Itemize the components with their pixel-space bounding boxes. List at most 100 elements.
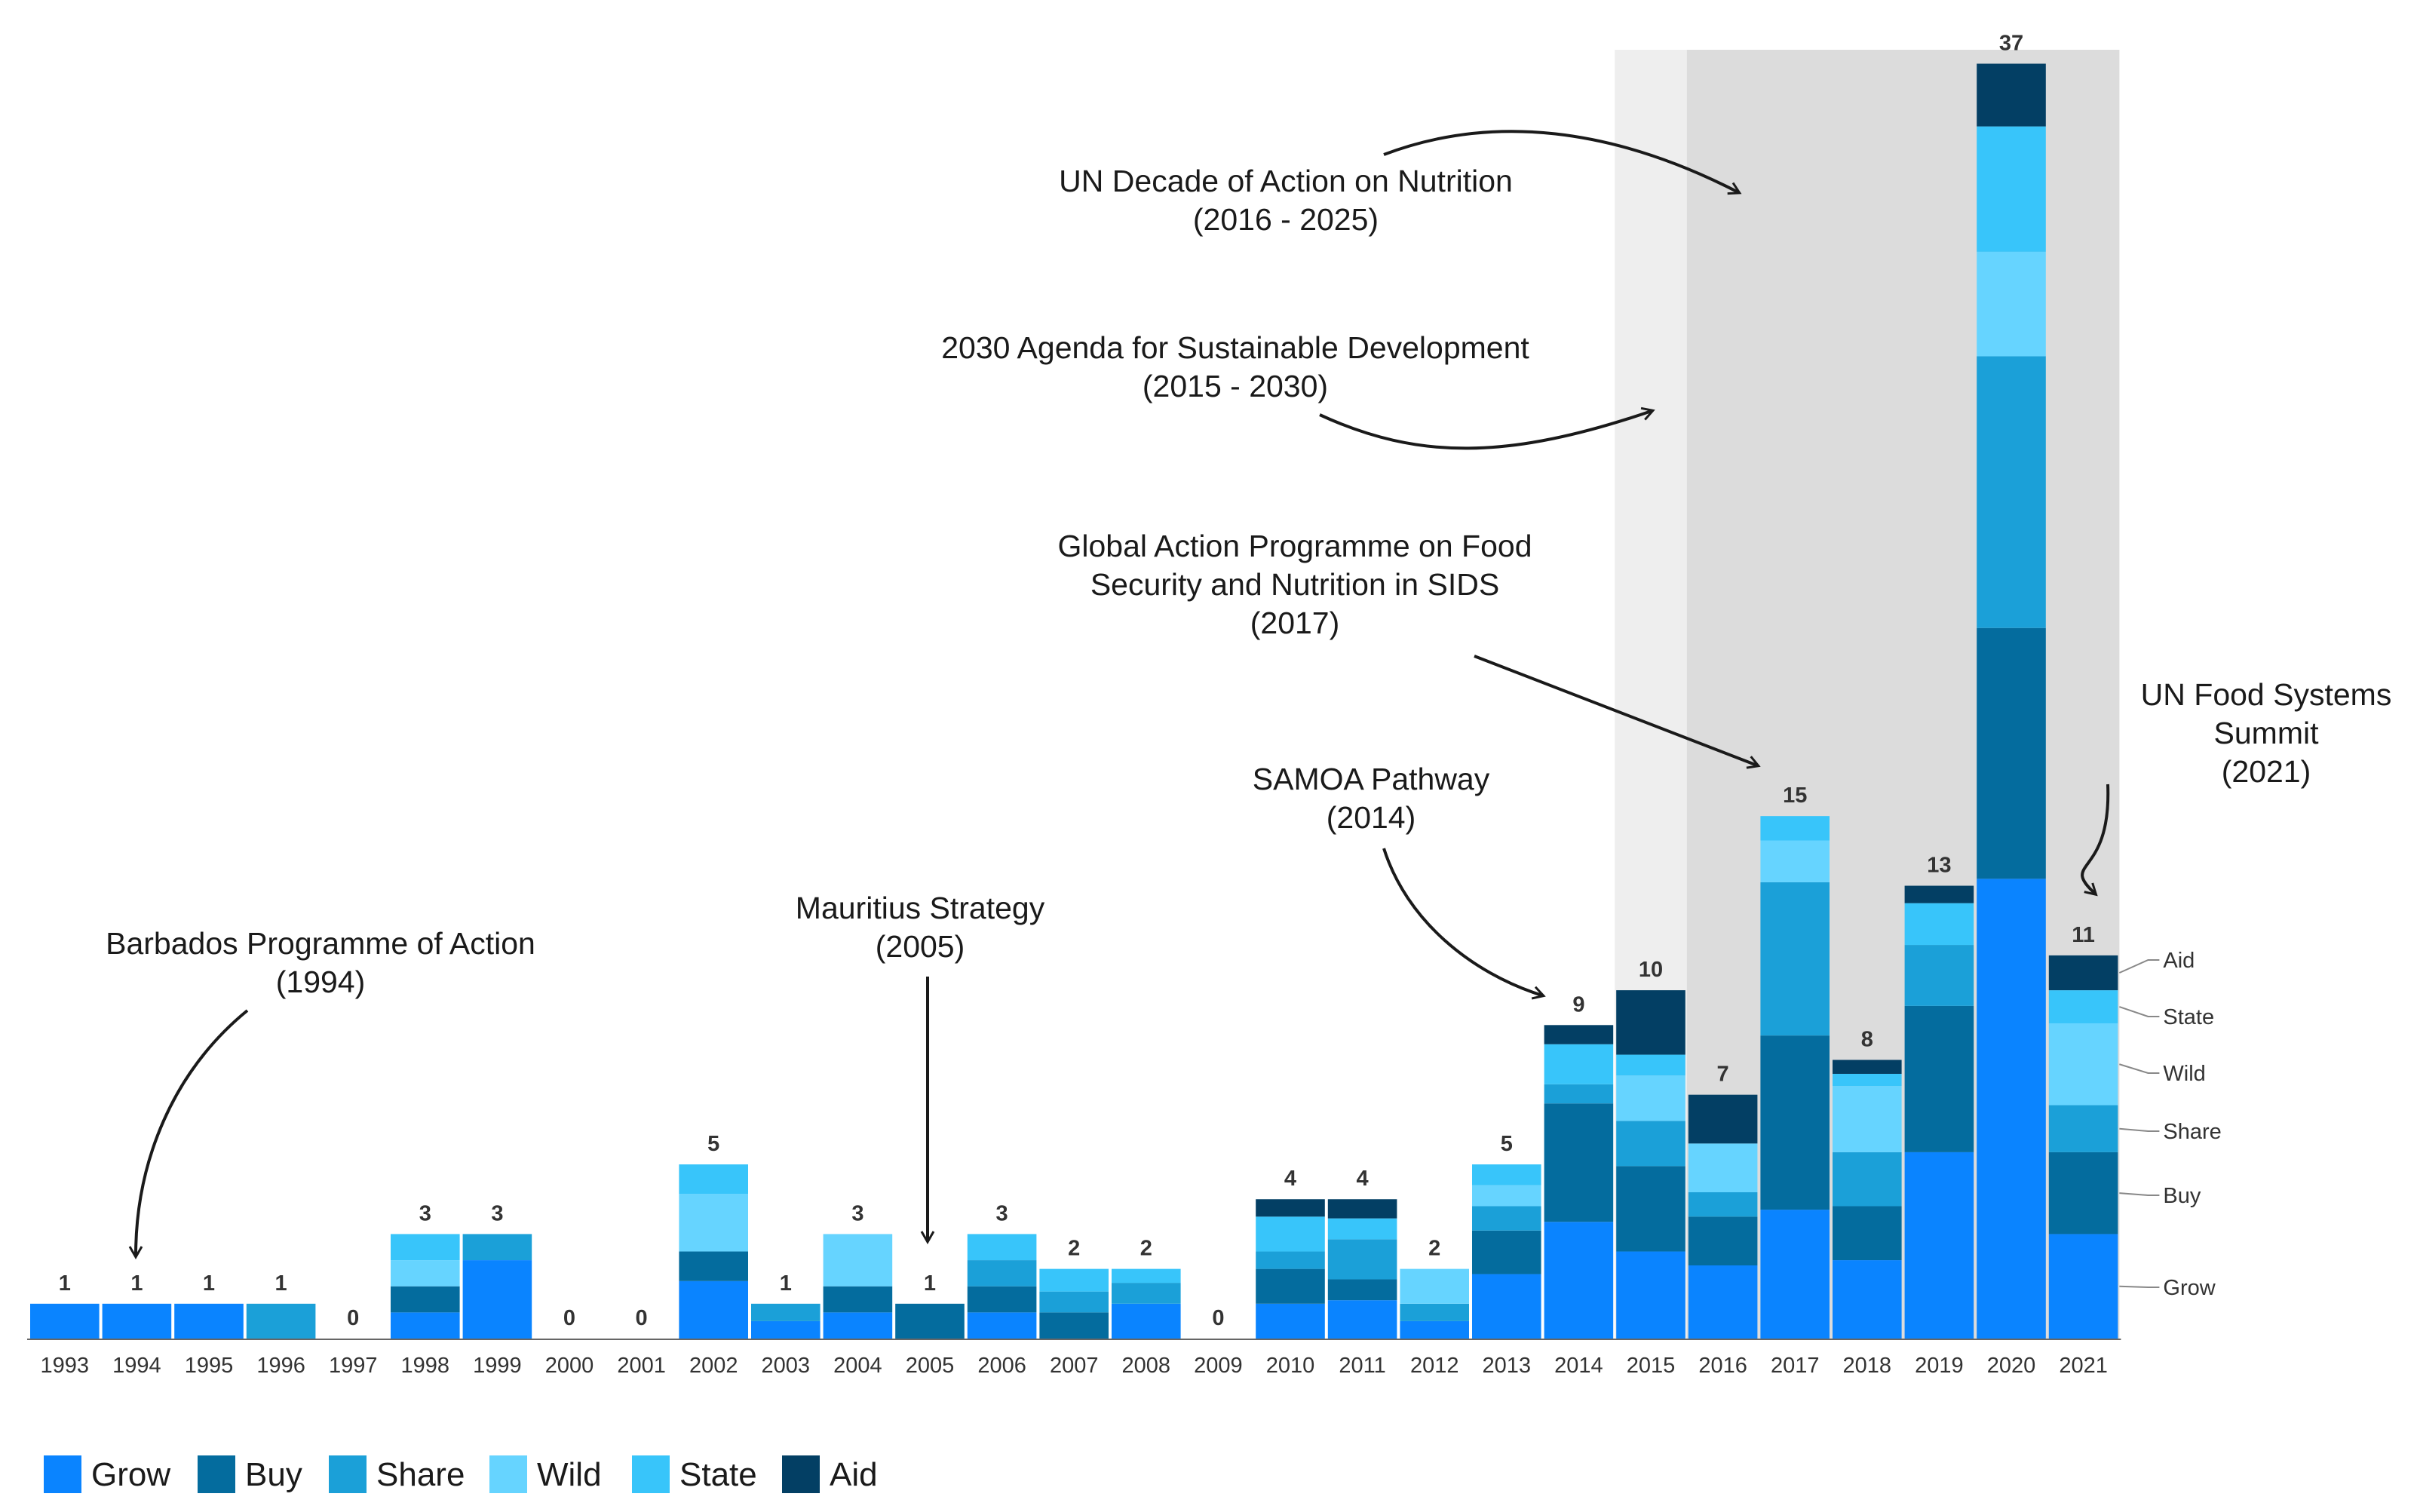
annotation-arrow [2081,784,2110,897]
bar-buy-2011 [1327,1279,1397,1301]
bar-aid-2020 [1977,63,2046,127]
x-tick-label: 2006 [977,1354,1026,1378]
highlight-range-2016-2021 [1686,50,2120,1339]
total-label-1998: 3 [419,1201,431,1225]
legend-label-aid: Aid [830,1456,878,1493]
total-label-2004: 3 [851,1201,863,1225]
bar-state-2014 [1544,1044,1614,1084]
bar-share-2011 [1327,1239,1397,1280]
bar-state-2006 [967,1234,1037,1261]
x-tick-label: 2020 [1987,1354,2036,1378]
bar-wild-2020 [1977,251,2046,357]
x-tick-label: 1995 [185,1354,234,1378]
bar-buy-2016 [1688,1216,1758,1266]
bar-grow-2015 [1616,1251,1685,1339]
bar-share-2013 [1472,1206,1541,1231]
x-tick-label: 1993 [41,1354,90,1378]
legend-swatch-share [329,1455,367,1493]
bar-buy-1998 [391,1286,460,1313]
annotation-text: UN Food Systems Summit (2021) [2141,677,2392,789]
total-label-1999: 3 [491,1201,503,1225]
side-leader-wild [2119,1063,2160,1074]
annotation-2016: UN Decade of Action on Nutrition (2016 - … [1059,130,1742,237]
side-leader-aid [2118,959,2160,974]
annotation-text: Barbados Programme of Action (1994) [106,926,535,999]
total-label-2021: 11 [2072,923,2095,947]
bar-grow-2021 [2048,1234,2118,1339]
bar-buy-2019 [1904,1005,1974,1152]
side-leader-state [2119,1006,2160,1017]
bar-grow-2019 [1904,1152,1974,1339]
total-label-2017: 15 [1783,784,1807,808]
bar-grow-2008 [1112,1303,1181,1339]
x-tick-label: 2007 [1050,1354,1099,1378]
x-tick-label: 1996 [256,1354,305,1378]
bar-wild-2018 [1833,1086,1902,1152]
bar-wild-2015 [1616,1075,1685,1121]
x-tick-label: 2018 [1843,1354,1892,1378]
annotation-text: Global Action Programme on Food Security … [1058,529,1532,640]
annotation-2021: UN Food Systems Summit (2021) [2081,677,2392,897]
bar-buy-2018 [1833,1206,1902,1261]
bar-grow-2020 [1977,879,2046,1339]
bars [30,63,2118,1339]
bar-wild-2021 [2048,1023,2118,1106]
total-label-2016: 7 [1717,1063,1729,1087]
annotation-2015: 2030 Agenda for Sustainable Development(… [941,330,1655,450]
bar-buy-2014 [1544,1103,1614,1222]
total-label-2003: 1 [780,1271,792,1296]
bar-buy-2015 [1616,1166,1685,1252]
legend-label-buy: Buy [245,1456,302,1493]
bar-aid-2018 [1833,1060,1902,1074]
annotation-arrow [1319,406,1655,450]
total-label-2009: 0 [1212,1306,1224,1330]
bar-state-2017 [1760,816,1830,841]
bar-wild-2017 [1760,840,1830,882]
bar-grow-2003 [751,1320,820,1339]
bar-aid-2010 [1256,1199,1325,1217]
total-label-2020: 37 [1999,31,2023,55]
x-tick-label: 2002 [689,1354,738,1378]
bar-wild-1998 [391,1260,460,1287]
x-tick-label: 2009 [1194,1354,1243,1378]
bar-grow-1995 [174,1303,244,1339]
bar-grow-1994 [102,1303,172,1339]
x-tick-label: 1994 [112,1354,161,1378]
bar-share-2003 [751,1303,820,1321]
highlight-background [1615,50,2120,1339]
side-label-buy: Buy [2163,1184,2201,1208]
total-label-2015: 10 [1639,958,1663,982]
x-tick-label: 2013 [1483,1354,1532,1378]
bar-share-2019 [1904,945,1974,1006]
x-tick-label: 2014 [1554,1354,1603,1378]
bar-state-2013 [1472,1164,1541,1185]
total-label-2006: 3 [996,1201,1008,1225]
total-label-2002: 5 [707,1132,719,1156]
x-tick-label: 2005 [906,1354,955,1378]
legend-label-grow: Grow [91,1456,170,1493]
bar-buy-2006 [967,1286,1037,1313]
total-label-2012: 2 [1428,1237,1440,1261]
x-tick-label: 2003 [762,1354,811,1378]
legend-swatch-wild [489,1455,527,1493]
bar-share-2018 [1833,1152,1902,1207]
annotation-text: SAMOA Pathway (2014) [1253,762,1490,835]
bar-buy-2017 [1760,1035,1830,1210]
total-label-1993: 1 [59,1271,71,1296]
x-tick-label: 2004 [833,1354,882,1378]
x-tick-label: 1997 [329,1354,378,1378]
bar-state-2021 [2048,990,2118,1023]
x-tick-label: 2016 [1698,1354,1747,1378]
bar-share-1999 [462,1234,532,1261]
bar-grow-2004 [823,1312,893,1339]
bar-state-2019 [1904,903,1974,946]
legend-label-state: State [679,1456,757,1493]
annotation-2005: Mauritius Strategy (2005) [796,891,1045,1245]
x-tick-label: 2012 [1410,1354,1459,1378]
total-label-1997: 0 [347,1306,359,1330]
legend-swatch-grow [44,1455,81,1493]
bar-wild-2002 [679,1194,748,1252]
bar-grow-1998 [391,1312,460,1339]
bar-share-2020 [1977,356,2046,628]
